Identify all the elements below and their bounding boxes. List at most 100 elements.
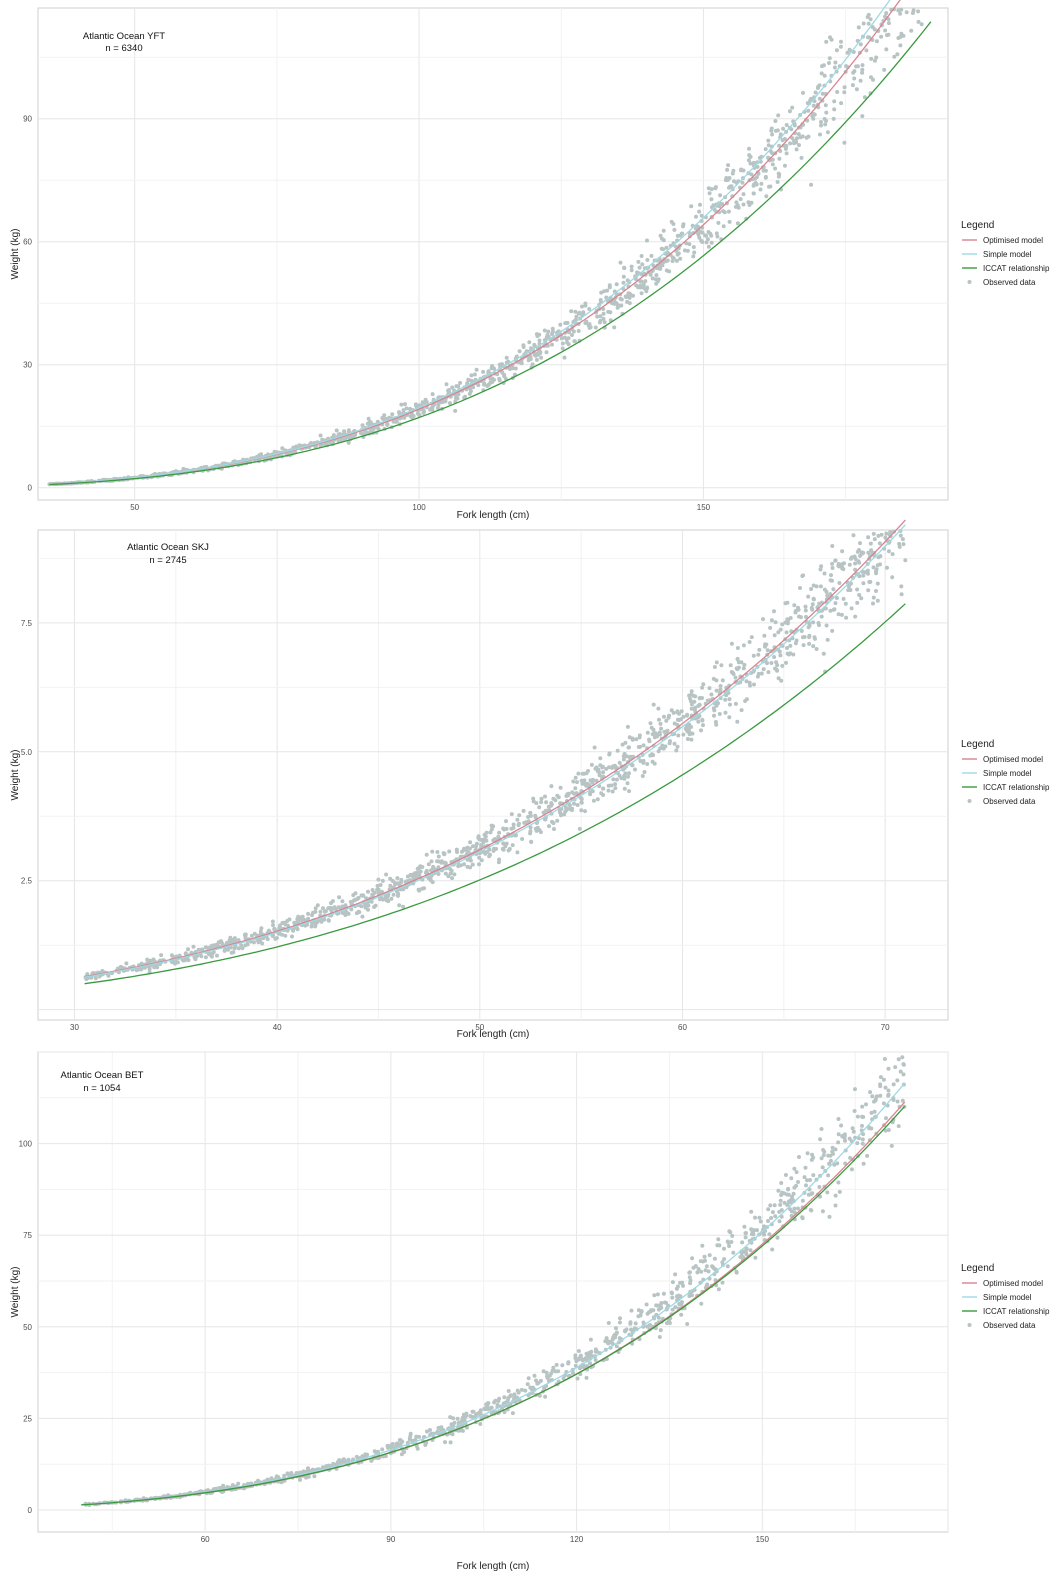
observed-data-point (423, 1443, 428, 1447)
observed-data-point (576, 1349, 581, 1353)
observed-data-point (124, 961, 129, 966)
observed-data-point (215, 953, 219, 958)
observed-data-point (797, 1155, 801, 1159)
observed-data-point (519, 1387, 524, 1392)
observed-data-point (661, 1291, 666, 1296)
observed-data-point (860, 63, 865, 68)
observed-data-point (627, 789, 632, 794)
observed-data-point (640, 262, 645, 267)
observed-data-point (497, 1396, 502, 1401)
observed-data-point (380, 878, 385, 883)
observed-data-point (875, 598, 880, 603)
observed-data-point (535, 825, 540, 830)
observed-data-point (451, 1416, 456, 1421)
observed-data-point (699, 728, 703, 733)
observed-data-point (779, 1193, 784, 1197)
observed-data-point (777, 649, 782, 654)
observed-data-point (626, 774, 630, 779)
observed-data-point (379, 889, 384, 894)
observed-data-point (865, 15, 870, 19)
chart-panel-bet: 60 90 120 150 0 25 50 75 100 Fork length (cm) Weig… (0, 1045, 1060, 1577)
observed-data-point (904, 10, 909, 15)
observed-data-point (397, 903, 402, 908)
observed-data-point (655, 1292, 660, 1297)
observed-data-point (435, 859, 440, 864)
observed-data-point (852, 1109, 857, 1113)
observed-data-point (891, 1082, 896, 1087)
observed-data-point (851, 1129, 856, 1134)
observed-data-point (749, 172, 754, 177)
observed-data-point (352, 898, 356, 903)
observed-data-point (791, 1191, 796, 1196)
observed-data-point (856, 559, 861, 564)
observed-data-point (580, 781, 585, 786)
x-tick-label: 100 (412, 503, 426, 512)
observed-data-point (910, 11, 915, 15)
observed-data-point (533, 813, 538, 818)
observed-data-point (310, 913, 314, 918)
observed-data-point (797, 143, 801, 148)
observed-data-point (428, 1428, 432, 1432)
observed-data-point (421, 410, 426, 415)
observed-data-point (621, 280, 626, 285)
observed-data-point (663, 744, 668, 749)
observed-data-point (360, 914, 365, 919)
observed-data-point (625, 781, 630, 786)
observed-data-point (593, 1358, 598, 1362)
observed-data-point (549, 802, 554, 807)
observed-data-point (767, 1232, 772, 1237)
observed-data-point (477, 837, 482, 842)
observed-data-point (584, 782, 588, 787)
observed-data-point (787, 109, 792, 114)
observed-data-point (614, 282, 619, 287)
observed-data-point (779, 678, 784, 683)
observed-data-point (801, 90, 805, 95)
observed-data-point (534, 357, 539, 362)
observed-data-point (681, 714, 686, 719)
observed-data-point (819, 71, 824, 76)
observed-data-point (517, 1398, 522, 1403)
observed-data-point (733, 701, 738, 706)
observed-data-point (898, 43, 903, 48)
observed-data-point (831, 116, 836, 121)
observed-data-point (466, 378, 471, 383)
observed-data-point (856, 25, 861, 30)
observed-data-point (348, 899, 353, 904)
observed-data-point (868, 17, 873, 22)
observed-data-point (623, 1328, 627, 1333)
observed-data-point (790, 136, 795, 141)
observed-data-point (615, 748, 620, 753)
observed-data-point (876, 533, 881, 538)
observed-data-point (811, 620, 816, 625)
observed-data-point (858, 541, 862, 546)
observed-data-point (916, 19, 921, 24)
observed-data-point (591, 798, 596, 803)
observed-data-point (832, 607, 837, 612)
observed-data-point (550, 332, 554, 336)
observed-data-point (806, 108, 811, 113)
observed-data-point (793, 641, 798, 646)
observed-data-point (675, 717, 680, 722)
observed-data-point (886, 1092, 891, 1097)
observed-data-point (576, 771, 581, 776)
observed-data-point (716, 701, 720, 706)
observed-data-point (446, 388, 451, 392)
observed-data-point (510, 1411, 515, 1416)
observed-data-point (759, 181, 764, 186)
observed-data-point (858, 553, 862, 558)
observed-data-point (869, 56, 874, 61)
observed-data-point (765, 661, 769, 666)
observed-data-point (621, 754, 626, 759)
observed-data-point (418, 869, 423, 874)
chart-svg-bet: 60 90 120 150 0 25 50 75 100 Fork length (cm) Weig… (10, 1051, 1050, 1572)
observed-data-point (698, 1259, 703, 1264)
observed-data-point (604, 1336, 609, 1341)
observed-data-point (181, 958, 186, 963)
observed-data-point (621, 757, 626, 762)
observed-data-point (413, 402, 418, 407)
observed-data-point (716, 220, 721, 225)
observed-data-point (539, 355, 544, 360)
observed-data-point (758, 1219, 763, 1224)
observed-data-point (819, 1156, 824, 1161)
observed-data-point (697, 235, 702, 240)
